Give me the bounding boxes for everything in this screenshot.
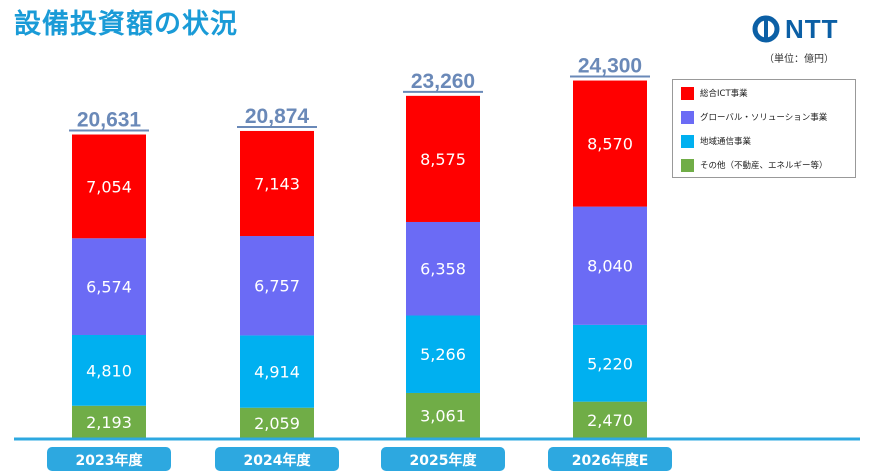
legend-item-ict: 総合ICT事業 (681, 86, 748, 100)
category-label-4: 2026年度E (572, 452, 649, 469)
bar-regional-1 (72, 334, 146, 406)
bar-regional-2 (240, 335, 314, 408)
value-label-other-1: 2,193 (86, 413, 132, 432)
value-label-global-1: 6,574 (86, 278, 132, 297)
bar-other-2 (240, 407, 314, 438)
value-label-ict-1: 7,054 (86, 177, 132, 196)
value-label-global-3: 6,358 (420, 260, 466, 279)
total-label-1: 20,631 (77, 109, 142, 132)
legend-label-global: グローバル・ソリューション事業 (700, 113, 828, 123)
value-label-global-2: 6,757 (254, 277, 300, 296)
bar-ict-3 (406, 95, 480, 222)
total-label-3: 23,260 (411, 70, 475, 93)
legend-swatch-other (681, 158, 694, 172)
bar-global-4 (573, 206, 647, 325)
bar-ict-2 (240, 130, 314, 237)
logo-text: NTT (785, 13, 839, 44)
total-label-4: 24,300 (578, 55, 642, 78)
value-label-other-4: 2,470 (587, 411, 633, 430)
bar-ict-1 (72, 134, 146, 239)
category-box-3 (381, 447, 505, 471)
legend-item-global: グローバル・ソリューション事業 (681, 110, 827, 124)
bar-global-1 (72, 238, 146, 335)
value-label-other-3: 3,061 (420, 406, 466, 425)
ntt-logo-icon (752, 15, 780, 43)
value-label-ict-4: 8,570 (587, 135, 633, 154)
value-label-ict-3: 8,575 (420, 150, 466, 169)
ntt-logo: NTT (752, 12, 839, 46)
legend-item-regional: 地域通信事業 (681, 134, 751, 148)
category-label-3: 2025年度 (410, 452, 478, 469)
value-label-regional-4: 5,220 (587, 354, 633, 373)
category-box-2 (215, 447, 339, 471)
page-title: 設備投資額の状況 (14, 9, 238, 40)
value-label-regional-1: 4,810 (86, 361, 132, 380)
category-box-4 (548, 447, 672, 471)
value-label-regional-2: 4,914 (254, 363, 300, 382)
bar-global-3 (406, 221, 480, 316)
legend-label-other: その他（不動産、エネルギー等） (700, 161, 828, 171)
legend: 総合ICT事業 グローバル・ソリューション事業 地域通信事業 その他（不動産、エ… (672, 79, 856, 178)
value-label-ict-2: 7,143 (254, 174, 300, 193)
legend-label-regional: 地域通信事業 (700, 137, 752, 147)
category-label-1: 2023年度 (76, 452, 144, 469)
total-label-2: 20,874 (245, 105, 310, 128)
legend-swatch-ict (681, 86, 694, 100)
value-label-other-2: 2,059 (254, 414, 300, 433)
legend-swatch-regional (681, 134, 694, 148)
bar-regional-4 (573, 324, 647, 402)
bar-other-4 (573, 401, 647, 438)
value-label-regional-3: 5,266 (420, 345, 466, 364)
value-label-global-4: 8,040 (587, 257, 633, 276)
category-box-1 (47, 447, 171, 471)
bar-regional-3 (406, 315, 480, 393)
bar-other-3 (406, 392, 480, 438)
bar-global-2 (240, 236, 314, 336)
unit-label: （単位：億円） (764, 54, 834, 65)
legend-swatch-global (681, 110, 694, 124)
bar-ict-4 (573, 80, 647, 207)
category-label-2: 2024年度 (244, 452, 312, 469)
bar-other-1 (72, 405, 146, 438)
legend-item-other: その他（不動産、エネルギー等） (681, 158, 828, 172)
legend-label-ict: 総合ICT事業 (700, 89, 748, 99)
